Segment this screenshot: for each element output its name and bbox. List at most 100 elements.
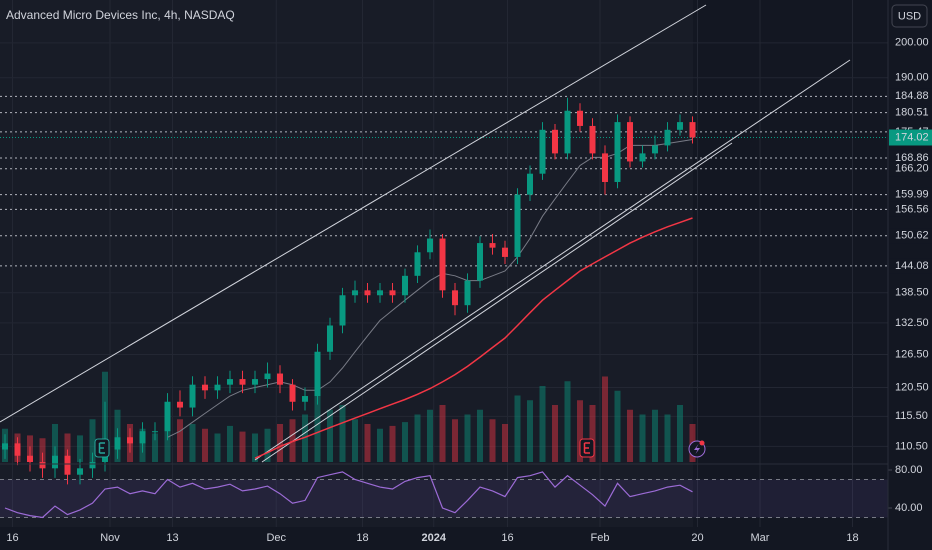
volume-bar — [352, 419, 358, 462]
price-level-box — [889, 228, 932, 244]
price-level-box — [889, 201, 932, 217]
volume-bar — [402, 422, 408, 462]
candle-body — [414, 252, 421, 276]
candle-body — [14, 443, 21, 456]
volume-bar — [489, 419, 496, 462]
volume-bar — [202, 428, 208, 462]
volume-bar — [477, 409, 483, 462]
volume-bar — [177, 419, 183, 462]
candle-body — [64, 455, 71, 475]
candle-body — [502, 247, 508, 257]
y-tick-label: 138.50 — [895, 287, 929, 299]
candle-body — [577, 110, 583, 126]
volume-bar — [302, 414, 308, 462]
volume-bar — [552, 405, 558, 462]
volume-bar — [614, 390, 621, 462]
candle-body — [402, 275, 408, 296]
volume-bar — [464, 414, 471, 462]
x-tick-label: Nov — [100, 532, 120, 544]
candle-body — [664, 129, 671, 146]
candle-body — [52, 455, 58, 469]
volume-bar — [377, 428, 383, 462]
volume-bar — [677, 405, 683, 462]
y-tick-label: 110.50 — [895, 440, 928, 452]
price-level-label: 144.08 — [895, 260, 929, 272]
earnings-icon[interactable] — [94, 438, 110, 458]
y-tick-label: 120.50 — [895, 381, 929, 393]
x-tick-label: Feb — [591, 532, 610, 544]
price-level-label: 184.88 — [895, 90, 929, 102]
candle-body — [39, 462, 46, 469]
event-dot — [699, 440, 705, 446]
channel-upper — [0, 4, 707, 423]
x-tick-label: Dec — [266, 532, 286, 544]
candle-body — [614, 122, 621, 182]
candle-body — [89, 462, 96, 469]
candle-body — [652, 145, 658, 154]
currency-button[interactable] — [891, 4, 928, 28]
volume-bar — [264, 428, 271, 462]
candle-body — [327, 325, 333, 352]
earnings-glyph — [583, 442, 590, 454]
volume-bar — [339, 405, 346, 462]
last-price-label: 174.02 — [895, 131, 929, 143]
candle-body — [114, 437, 121, 450]
candle-body — [77, 468, 83, 475]
candle-body — [589, 125, 596, 154]
dividend-icon[interactable] — [688, 440, 706, 458]
x-tick-label: 20 — [691, 532, 703, 544]
volume-bar — [227, 425, 233, 462]
candle-body — [627, 122, 633, 162]
channel-lower — [254, 59, 851, 461]
candle-body — [489, 243, 496, 248]
volume-bar — [589, 405, 596, 462]
rsi-tick-label: 80.00 — [895, 464, 923, 476]
y-tick-label: 190.00 — [895, 72, 929, 84]
candle-body — [127, 437, 133, 444]
currency-label: USD — [898, 10, 921, 22]
candle-body — [252, 379, 258, 385]
candle-body — [302, 396, 308, 402]
candle-body — [527, 173, 533, 195]
candle-body — [152, 431, 158, 433]
candle-body — [602, 153, 608, 182]
candle-body — [214, 384, 221, 391]
volume-bar — [327, 409, 333, 462]
price-level-box — [889, 258, 932, 274]
candle-body — [639, 153, 646, 162]
price-level-box — [889, 88, 932, 104]
candle-body — [464, 280, 471, 306]
earnings-icon[interactable] — [579, 438, 595, 458]
candle-body — [389, 290, 396, 296]
candle-body — [227, 379, 233, 385]
volume-bar — [364, 424, 371, 462]
event-glyph — [694, 444, 700, 454]
x-tick-label: Mar — [751, 532, 770, 544]
volume-bar — [627, 409, 633, 462]
ma-slow-line — [254, 217, 693, 459]
price-level-label: 180.51 — [895, 106, 929, 118]
volume-bar — [64, 433, 71, 462]
price-level-box — [889, 161, 932, 177]
candle-body — [239, 379, 246, 385]
y-tick-label: 132.50 — [895, 317, 929, 329]
volume-bar — [577, 400, 583, 462]
candle-body — [202, 384, 208, 391]
price-level-box — [889, 105, 932, 121]
volume-bar — [214, 433, 221, 462]
candle-body — [552, 129, 558, 154]
volume-bar — [239, 431, 246, 462]
last-price-box — [889, 129, 932, 146]
volume-bar — [439, 405, 446, 462]
y-tick-label: 200.00 — [895, 37, 929, 49]
price-level-label: 159.99 — [895, 189, 929, 201]
candle-body — [164, 401, 171, 432]
volume-bar — [427, 409, 433, 462]
candle-body — [689, 122, 696, 138]
volume-bar — [539, 386, 546, 462]
candle-body — [514, 194, 521, 257]
volume-bar — [52, 424, 58, 462]
candle-body — [564, 110, 571, 154]
y-tick-label: 126.50 — [895, 348, 929, 360]
